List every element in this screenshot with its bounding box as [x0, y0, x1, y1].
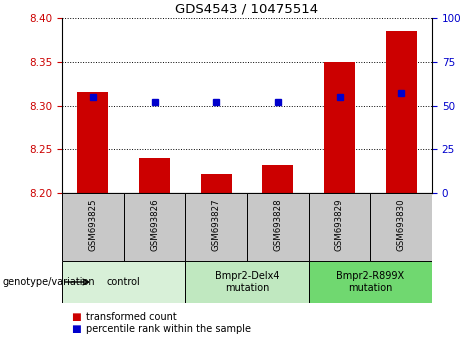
Bar	[201, 174, 231, 193]
Bar	[309, 261, 432, 303]
Bar	[124, 193, 185, 261]
Bar	[262, 165, 293, 193]
Text: GSM693825: GSM693825	[89, 199, 97, 251]
Bar	[309, 193, 370, 261]
Bar	[247, 193, 309, 261]
Text: Bmpr2-Delx4
mutation: Bmpr2-Delx4 mutation	[215, 271, 279, 293]
Bar	[185, 193, 247, 261]
Text: GSM693826: GSM693826	[150, 199, 159, 251]
Bar	[324, 62, 355, 193]
Text: ■: ■	[72, 324, 85, 334]
Text: GSM693829: GSM693829	[335, 199, 344, 251]
Bar	[386, 31, 417, 193]
Bar	[62, 193, 124, 261]
Bar	[62, 261, 185, 303]
Text: GSM693830: GSM693830	[396, 199, 406, 251]
Text: percentile rank within the sample: percentile rank within the sample	[86, 324, 251, 334]
Bar	[370, 193, 432, 261]
Text: ■: ■	[72, 312, 85, 322]
Text: transformed count: transformed count	[86, 312, 177, 322]
Bar	[139, 158, 170, 193]
Text: GSM693827: GSM693827	[212, 199, 221, 251]
Bar	[77, 92, 108, 193]
Text: genotype/variation: genotype/variation	[2, 277, 95, 287]
Bar	[185, 261, 309, 303]
Title: GDS4543 / 10475514: GDS4543 / 10475514	[176, 2, 319, 16]
Text: Bmpr2-R899X
mutation: Bmpr2-R899X mutation	[336, 271, 404, 293]
Text: GSM693828: GSM693828	[273, 199, 282, 251]
Text: control: control	[107, 277, 141, 287]
